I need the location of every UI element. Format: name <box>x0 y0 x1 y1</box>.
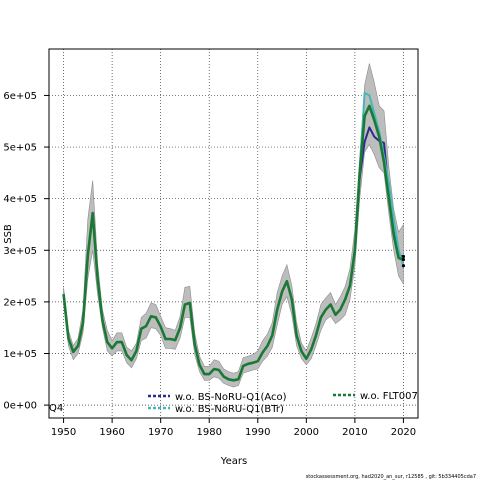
legend: w.o. BS-NoRU-Q1(Aco) w.o. BS-NoRU-Q1(BTr… <box>148 391 418 415</box>
corner-label: Q4 <box>49 403 63 414</box>
plot-frame <box>48 48 419 419</box>
legend-item-aco: w.o. BS-NoRU-Q1(Aco) <box>148 392 287 403</box>
footer-note: stockassessment.org, had2020_an_sur, r12… <box>306 474 476 480</box>
legend-item-btr: w.o. BS-NoRU-Q1(BTr) <box>148 404 284 415</box>
y-tick-label-6e+05: 6e+05 <box>3 91 37 102</box>
x-tick-label-1970: 1970 <box>148 427 173 438</box>
x-tick-label-2010: 2010 <box>342 427 367 438</box>
x-tick-label-1990: 1990 <box>245 427 270 438</box>
series-end-point-3 <box>401 257 406 262</box>
series-line-flt <box>62 104 404 382</box>
x-tick-label-1960: 1960 <box>99 427 124 438</box>
x-tick-label-1950: 1950 <box>51 427 76 438</box>
legend-label-flt: w.o. FLT007 <box>360 391 418 402</box>
legend-label-aco: w.o. BS-NoRU-Q1(Aco) <box>175 392 287 403</box>
series-end-point-1 <box>401 254 406 259</box>
x-axis-title: Years <box>220 456 247 467</box>
series-lines <box>62 91 406 382</box>
x-tick-label-2000: 2000 <box>294 427 319 438</box>
legend-item-flt: w.o. FLT007 <box>333 391 418 402</box>
x-tick-label-1980: 1980 <box>196 427 221 438</box>
y-tick-label-2e+05: 2e+05 <box>3 297 37 308</box>
y-tick-label-5e+05: 5e+05 <box>3 143 37 154</box>
legend-label-btr: w.o. BS-NoRU-Q1(BTr) <box>175 404 284 415</box>
x-axis: 1950 1960 1970 1980 1990 2000 2010 2020 <box>51 418 416 438</box>
y-tick-label-4e+05: 4e+05 <box>3 194 37 205</box>
y-axis-title: SSB <box>3 224 14 244</box>
y-axis: 0e+00 1e+05 2e+05 3e+05 4e+05 5e+05 6e+05 <box>3 91 49 412</box>
y-tick-label-1e+05: 1e+05 <box>3 349 37 360</box>
x-tick-label-2020: 2020 <box>391 427 416 438</box>
series-end-point-2 <box>401 264 406 268</box>
y-tick-label-0e+00: 0e+00 <box>3 401 37 412</box>
y-tick-label-3e+05: 3e+05 <box>3 246 37 257</box>
